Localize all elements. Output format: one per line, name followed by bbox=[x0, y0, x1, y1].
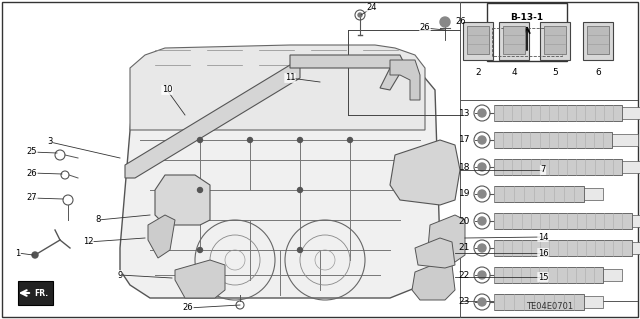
Circle shape bbox=[358, 13, 362, 17]
Text: 8: 8 bbox=[95, 216, 100, 225]
Text: 25: 25 bbox=[27, 147, 37, 157]
Text: 15: 15 bbox=[538, 272, 548, 281]
Bar bbox=[632, 242, 640, 254]
Text: 18: 18 bbox=[458, 162, 470, 172]
Bar bbox=[494, 186, 584, 202]
Bar bbox=[622, 161, 640, 173]
Polygon shape bbox=[125, 65, 300, 178]
Text: 23: 23 bbox=[459, 298, 470, 307]
Bar bbox=[494, 105, 622, 121]
Bar bbox=[494, 240, 632, 256]
Bar bbox=[492, 28, 562, 56]
Circle shape bbox=[198, 137, 202, 143]
Text: 5: 5 bbox=[552, 68, 558, 77]
Circle shape bbox=[298, 137, 303, 143]
Circle shape bbox=[478, 136, 486, 144]
Text: 26: 26 bbox=[455, 18, 466, 26]
Text: 2: 2 bbox=[475, 68, 481, 77]
Polygon shape bbox=[130, 45, 425, 130]
Polygon shape bbox=[390, 140, 460, 205]
Bar bbox=[494, 159, 622, 175]
Circle shape bbox=[248, 137, 253, 143]
Circle shape bbox=[478, 244, 486, 252]
Text: 12: 12 bbox=[83, 238, 93, 247]
Circle shape bbox=[348, 137, 353, 143]
Bar bbox=[499, 22, 529, 60]
Circle shape bbox=[32, 252, 38, 258]
Text: 7: 7 bbox=[540, 166, 546, 174]
Bar bbox=[622, 107, 640, 119]
Text: FR.: FR. bbox=[34, 290, 48, 299]
Circle shape bbox=[298, 188, 303, 192]
Bar bbox=[603, 269, 622, 281]
Bar bbox=[584, 296, 603, 308]
Circle shape bbox=[298, 248, 303, 253]
Bar bbox=[494, 294, 584, 310]
Circle shape bbox=[440, 17, 450, 27]
Circle shape bbox=[478, 190, 486, 198]
Text: 14: 14 bbox=[538, 233, 548, 241]
Polygon shape bbox=[148, 215, 175, 258]
Text: 16: 16 bbox=[538, 249, 548, 257]
Bar bbox=[487, 3, 567, 61]
Text: 10: 10 bbox=[162, 85, 172, 94]
Polygon shape bbox=[412, 262, 455, 300]
Polygon shape bbox=[175, 260, 225, 298]
Polygon shape bbox=[415, 238, 455, 268]
Bar bbox=[544, 26, 566, 54]
Circle shape bbox=[478, 271, 486, 279]
Text: 4: 4 bbox=[511, 68, 517, 77]
Text: 11: 11 bbox=[285, 73, 295, 83]
Bar bbox=[494, 267, 603, 283]
Text: 9: 9 bbox=[117, 271, 123, 279]
Bar bbox=[584, 188, 603, 200]
Circle shape bbox=[478, 163, 486, 171]
Polygon shape bbox=[120, 58, 440, 298]
Circle shape bbox=[478, 109, 486, 117]
Text: 20: 20 bbox=[459, 217, 470, 226]
Text: 26: 26 bbox=[420, 24, 430, 33]
Polygon shape bbox=[290, 55, 405, 90]
Circle shape bbox=[478, 217, 486, 225]
Text: 13: 13 bbox=[458, 108, 470, 117]
Bar bbox=[494, 213, 632, 229]
Bar bbox=[503, 26, 525, 54]
Polygon shape bbox=[390, 60, 420, 100]
Circle shape bbox=[198, 188, 202, 192]
Text: 17: 17 bbox=[458, 136, 470, 145]
Text: 1: 1 bbox=[15, 249, 20, 257]
Bar bbox=[632, 215, 640, 227]
Text: 26: 26 bbox=[182, 303, 193, 313]
Bar bbox=[540, 22, 570, 60]
Bar bbox=[612, 134, 638, 146]
Polygon shape bbox=[428, 215, 465, 262]
Text: 26: 26 bbox=[27, 168, 37, 177]
Text: 24: 24 bbox=[367, 4, 377, 12]
Circle shape bbox=[478, 298, 486, 306]
Text: 27: 27 bbox=[27, 194, 37, 203]
Bar bbox=[494, 132, 612, 148]
Bar bbox=[587, 26, 609, 54]
Text: 22: 22 bbox=[459, 271, 470, 279]
Text: 21: 21 bbox=[459, 243, 470, 253]
Text: 3: 3 bbox=[47, 137, 52, 146]
Text: 19: 19 bbox=[458, 189, 470, 198]
Text: B-13-1: B-13-1 bbox=[511, 13, 543, 22]
Text: TE04E0701: TE04E0701 bbox=[527, 302, 573, 311]
Polygon shape bbox=[18, 281, 53, 305]
Bar bbox=[583, 22, 613, 60]
Circle shape bbox=[198, 248, 202, 253]
Bar bbox=[467, 26, 489, 54]
Bar bbox=[463, 22, 493, 60]
Polygon shape bbox=[155, 175, 210, 225]
Text: 6: 6 bbox=[595, 68, 601, 77]
